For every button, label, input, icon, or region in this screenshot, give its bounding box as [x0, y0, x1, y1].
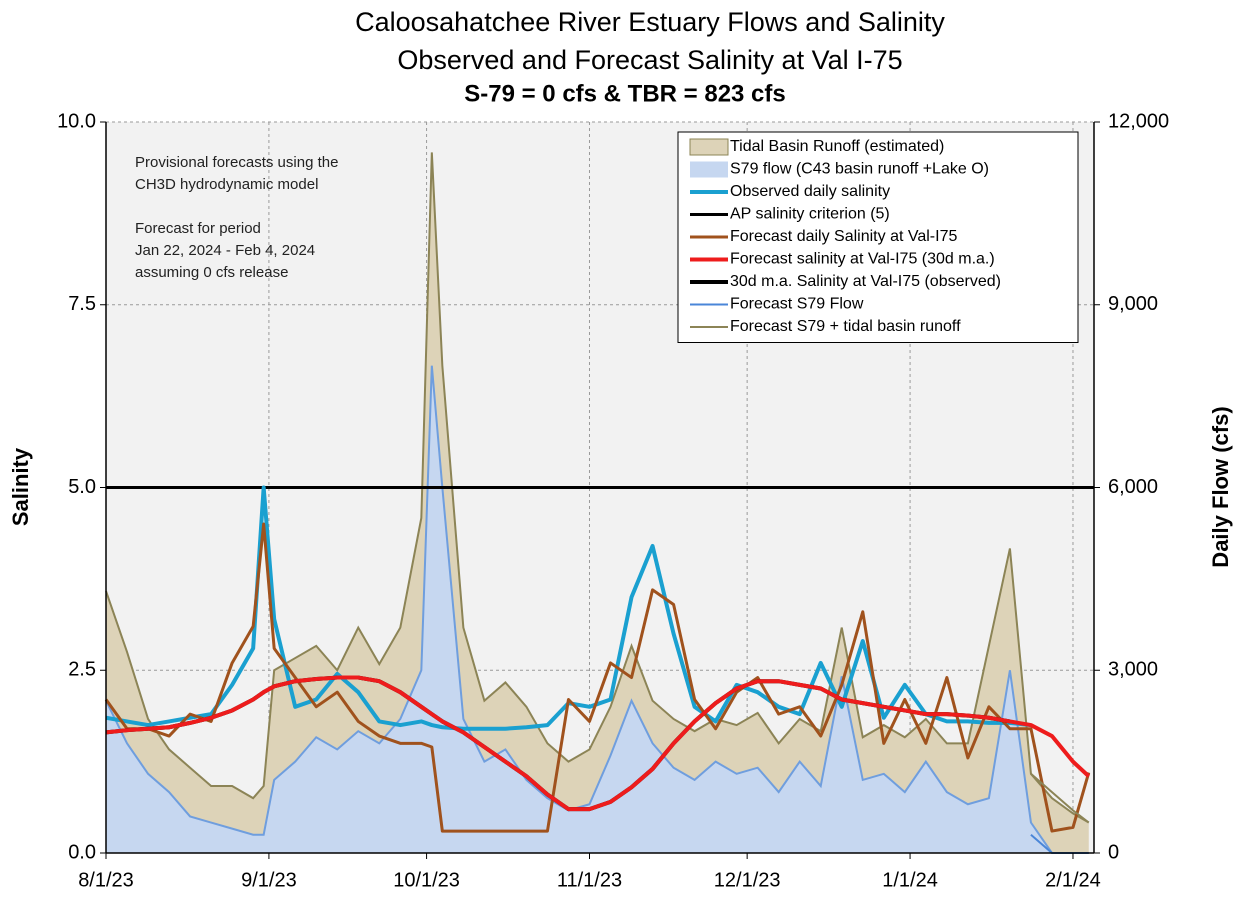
x-tick-label: 1/1/24 — [882, 869, 938, 891]
annotation: Jan 22, 2024 - Feb 4, 2024 — [135, 242, 315, 259]
line — [105, 485, 1032, 731]
y-tick-label: 2.5 — [68, 659, 96, 681]
legend-label: S79 flow (C43 basin runoff +Lake O) — [730, 161, 989, 178]
x-tick-label: 2/1/24 — [1045, 869, 1101, 891]
annotation: Provisional forecasts using the — [135, 154, 338, 171]
line — [1030, 773, 1090, 824]
y-tick-label: 5.0 — [68, 476, 96, 498]
annotation: CH3D hydrodynamic model — [135, 176, 318, 193]
y2-tick-label: 12,000 — [1108, 110, 1169, 132]
chart-subtitle: Observed and Forecast Salinity at Val I-… — [397, 45, 902, 75]
annotation: assuming 0 cfs release — [135, 264, 288, 281]
y2-tick-label: 3,000 — [1108, 659, 1158, 681]
y2-tick-label: 9,000 — [1108, 293, 1158, 315]
legend-label: Forecast daily Salinity at Val-I75 — [730, 228, 957, 245]
y2-axis-label: Daily Flow (cfs) — [1208, 406, 1233, 567]
legend-label: Forecast S79 + tidal basin runoff — [730, 318, 961, 335]
legend-swatch — [689, 138, 729, 156]
legend-label: Observed daily salinity — [730, 183, 890, 200]
x-tick-label: 12/1/23 — [714, 869, 781, 891]
chart-title: Caloosahatchee River Estuary Flows and S… — [355, 7, 945, 37]
x-tick-label: 11/1/23 — [557, 869, 622, 891]
x-tick-label: 9/1/23 — [241, 869, 297, 891]
line — [104, 522, 1091, 833]
x-tick-label: 8/1/23 — [78, 869, 134, 891]
y2-tick-label: 0 — [1108, 841, 1119, 863]
y-tick-label: 0.0 — [68, 841, 96, 863]
annotation: Forecast for period — [135, 220, 261, 237]
legend-box — [677, 131, 1079, 343]
y-tick-label: 7.5 — [68, 293, 96, 315]
line — [105, 675, 1091, 812]
legend-label: Forecast S79 Flow — [730, 296, 864, 313]
y-axis-label: Salinity — [8, 447, 33, 526]
x-tick-label: 10/1/23 — [393, 869, 460, 891]
area-edge — [105, 152, 1090, 824]
chart-subtitle-2: S-79 = 0 cfs & TBR = 823 cfs — [464, 80, 786, 107]
legend-label: AP salinity criterion (5) — [730, 206, 890, 223]
legend-label: 30d m.a. Salinity at Val-I75 (observed) — [730, 273, 1001, 290]
y-tick-label: 10.0 — [57, 110, 96, 132]
legend-label: Tidal Basin Runoff (estimated) — [730, 138, 944, 155]
legend-swatch — [690, 161, 728, 178]
area — [106, 365, 1089, 853]
legend-label: Forecast salinity at Val-I75 (30d m.a.) — [730, 251, 995, 268]
y2-tick-label: 6,000 — [1108, 476, 1158, 498]
